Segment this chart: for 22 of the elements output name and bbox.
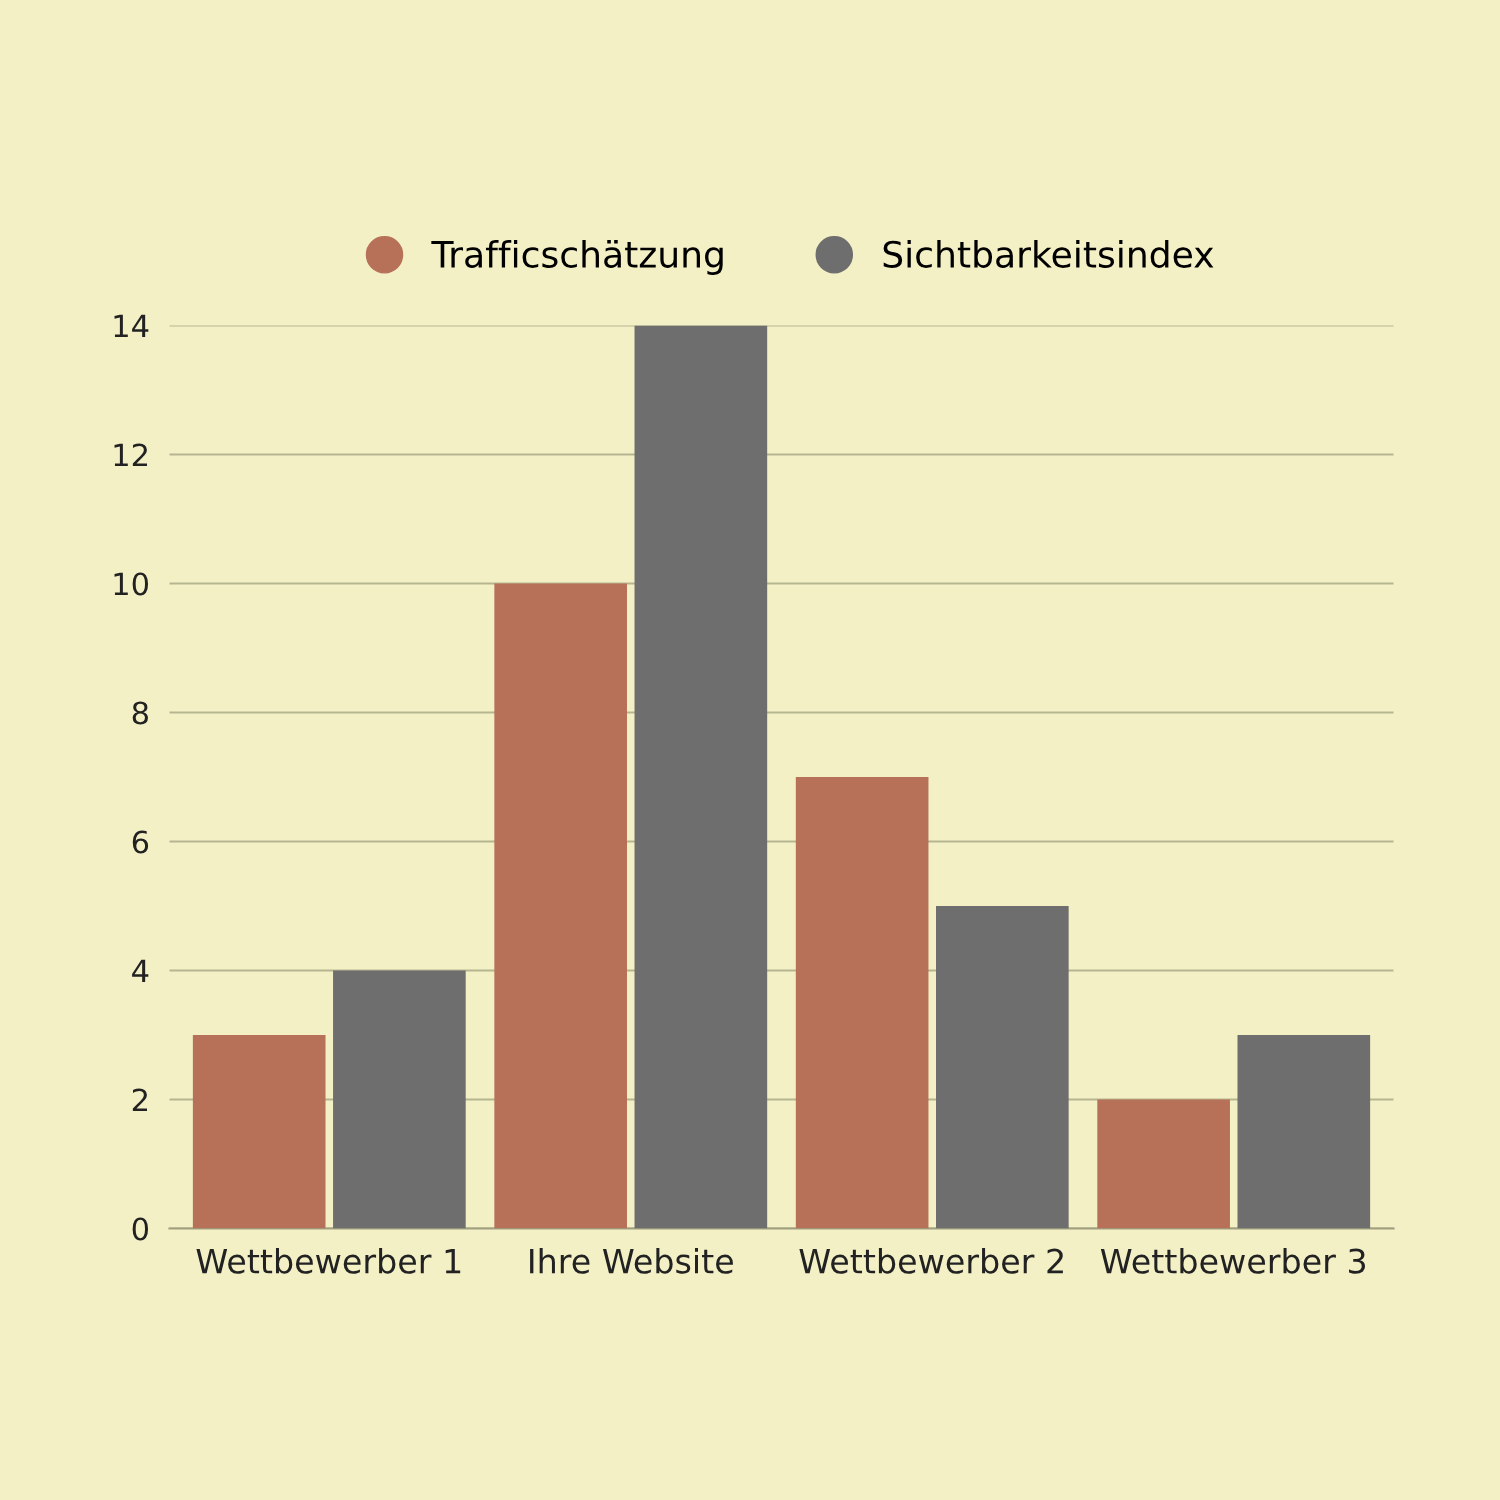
bar xyxy=(1097,1099,1230,1229)
y-tick-label: 0 xyxy=(132,1217,149,1241)
y-tick-label: 12 xyxy=(114,443,147,467)
bar xyxy=(936,906,1069,1229)
bar xyxy=(333,970,466,1229)
legend-label: Trafficschätzung xyxy=(431,239,723,275)
y-tick-label: 2 xyxy=(132,1088,147,1112)
y-tick-label: 6 xyxy=(132,830,149,854)
bar xyxy=(795,777,929,1229)
x-tick-label: Wettbewerber 2 xyxy=(799,1247,1063,1274)
y-tick-label: 8 xyxy=(132,701,148,725)
x-tick-label: Ihre Website xyxy=(530,1247,733,1274)
y-tick-label: 10 xyxy=(114,572,149,596)
bar xyxy=(192,1035,326,1229)
y-tick-label: 14 xyxy=(114,314,149,338)
x-tick-label: Wettbewerber 1 xyxy=(196,1247,461,1274)
bar xyxy=(634,325,768,1229)
y-tick-label: 4 xyxy=(132,959,149,983)
legend-label: Sichtbarkeitsindex xyxy=(883,239,1214,268)
bar xyxy=(1237,1035,1371,1229)
x-tick-label: Wettbewerber 3 xyxy=(1100,1247,1366,1274)
bar xyxy=(494,583,627,1229)
